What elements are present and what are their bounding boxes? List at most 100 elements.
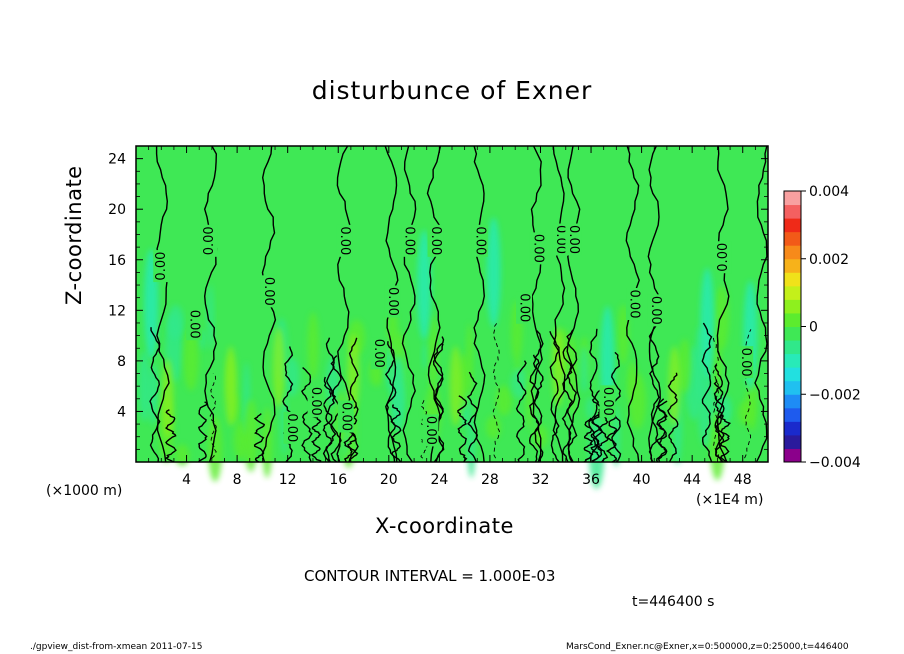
positive-region: [224, 346, 237, 427]
zero-contour: [426, 145, 442, 463]
field-blob: [167, 304, 184, 337]
field-blob: [714, 285, 730, 350]
positive-region: [449, 346, 462, 427]
field-blob: [243, 399, 258, 472]
time-label: t=446400 s: [632, 594, 715, 610]
chart-title: disturbunce of Exner: [311, 76, 593, 105]
contour-label-bg: [552, 223, 569, 256]
positive-region: [552, 327, 565, 408]
positive-region: [272, 327, 285, 408]
contour-label-bg: [283, 411, 300, 444]
contour-label-bg: [401, 224, 418, 257]
zero-contour: [433, 336, 445, 463]
field-blob: [147, 364, 159, 425]
field-blob: [422, 341, 429, 370]
x-tick-label: 16: [329, 472, 347, 488]
zero-contour: [648, 325, 660, 463]
x-tick-label: 28: [481, 472, 499, 488]
contour-label-bg: [599, 385, 616, 418]
colorbar-segment: [784, 353, 801, 368]
contour-label: 0.00: [385, 287, 400, 316]
y-tick-label: 24: [108, 152, 126, 168]
zero-contour: [203, 145, 218, 463]
field-blob: [586, 397, 594, 419]
footer-command: ./gpview_dist-from-xmean 2011-07-15: [30, 642, 203, 652]
contour-label-bg: [337, 400, 354, 433]
y-tick-label: 20: [108, 202, 126, 218]
contour-label: 0.00: [338, 402, 353, 431]
colorbar-tick-label: 0.002: [809, 252, 849, 268]
negative-region: [700, 267, 715, 378]
contour-label-bg: [715, 241, 732, 274]
colorbar-tick-label: −0.004: [809, 455, 861, 471]
zero-contour: [253, 413, 266, 463]
x-tick-label: 24: [430, 472, 448, 488]
y-tick-label: 8: [117, 354, 126, 370]
contour-label-bg: [384, 285, 401, 318]
contour-label-bg: [422, 414, 439, 447]
zero-contour: [552, 145, 566, 463]
x-tick-label: 36: [582, 472, 600, 488]
contour-label-bg: [153, 250, 170, 283]
zero-contour: [164, 409, 177, 463]
colorbar-segment: [784, 434, 801, 449]
contour-label-bg: [737, 346, 754, 379]
zero-contour: [457, 395, 468, 463]
contour-label-bg: [336, 224, 353, 257]
zero-contour: [532, 330, 544, 463]
contour-label: 0.00: [308, 387, 323, 416]
field-blob: [207, 284, 214, 351]
field-blob: [392, 355, 405, 433]
zero-contour: [301, 367, 313, 463]
zero-contour: [348, 337, 359, 463]
contour-label: 0.00: [553, 225, 568, 254]
zero-contour: [530, 145, 544, 463]
zero-contour: [701, 322, 713, 463]
colorbar-segment: [784, 231, 801, 246]
contour-label-bg: [201, 224, 218, 257]
field-blob: [486, 415, 501, 440]
colorbar-segment: [784, 312, 801, 327]
field-blob: [261, 407, 273, 478]
y-axis-ticks: 4 8 12 16 20 24: [108, 152, 768, 450]
contour-label: 0.00: [530, 234, 545, 263]
x-tick-label: 8: [233, 472, 242, 488]
contour-label-bg: [186, 308, 203, 341]
contour-label: 0.00: [472, 226, 487, 255]
field-blob: [579, 345, 589, 392]
colorbar-segment: [784, 367, 801, 382]
contour-label: 0.00: [187, 310, 202, 339]
contour-label: 0.00: [154, 252, 169, 281]
negative-contour: [712, 335, 720, 459]
contour-label-bg: [626, 288, 643, 320]
zero-contour: [590, 413, 602, 463]
colorbar: 0.004 0.002 0 −0.002 −0.004: [783, 184, 861, 471]
colorbar-segment: [784, 407, 801, 422]
contour-label-bg: [307, 385, 324, 418]
zero-contour: [322, 376, 333, 463]
zero-contour: [310, 414, 322, 462]
negative-region: [417, 230, 432, 341]
x-tick-label: 48: [734, 472, 752, 488]
colorbar-segment: [784, 448, 801, 463]
field-blob: [325, 356, 340, 407]
zero-contour: [657, 400, 668, 463]
zero-contour: [716, 145, 730, 463]
field-blob: [510, 367, 528, 399]
colorbar-tick-label: 0: [809, 320, 818, 336]
contour-label: 0.00: [402, 226, 417, 255]
zero-contour: [390, 404, 402, 463]
contour-label: 0.00: [648, 296, 663, 325]
colorbar-segment: [784, 272, 801, 287]
x-tick-label: 20: [380, 472, 398, 488]
zero-contour: [197, 401, 208, 463]
field-blob: [183, 326, 199, 391]
contour-label: 0.00: [428, 226, 443, 255]
zero-contour: [566, 329, 578, 463]
zero-contour: [401, 145, 417, 463]
zero-contour: [432, 343, 444, 463]
contour-labels: 0.00 0.00 0.00 0.00 0.00 0.00 0.00 0.00 0.00 0.00…: [153, 223, 754, 447]
field-blob: [526, 370, 533, 430]
zero-contour: [561, 345, 574, 463]
